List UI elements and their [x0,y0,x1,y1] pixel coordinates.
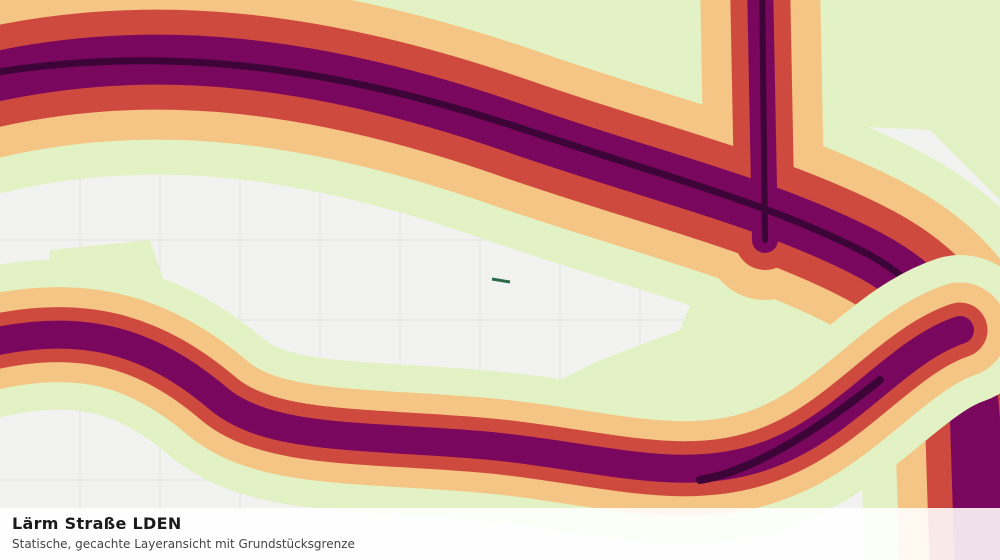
noise-band-core [759,0,768,243]
noise-zone-lower [0,255,1000,544]
noise-band-core [696,376,884,484]
layer-title: Lärm Straße LDEN [12,514,182,533]
layer-info: Lärm Straße LDEN Statische, gecachte Lay… [0,508,1000,560]
parcel-boundary[interactable] [491,277,511,284]
layer-subtitle: Statische, gecachte Layeransicht mit Gru… [12,537,355,551]
